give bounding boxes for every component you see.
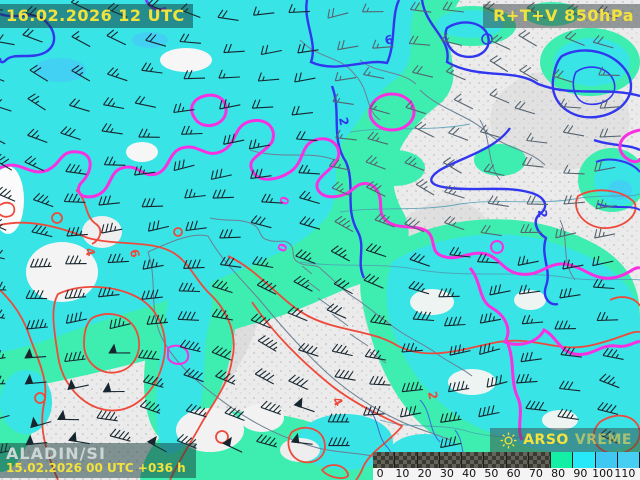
product-title-box: R+T+V 850hPa bbox=[483, 4, 640, 28]
legend-value: 10 bbox=[395, 467, 410, 480]
legend-value: 110 bbox=[614, 467, 636, 480]
legend-value: 20 bbox=[417, 467, 432, 480]
legend-value: 100 bbox=[592, 467, 614, 480]
precip-legend-labels: 0 10 20 30 40 50 60 70 80 90 100 110 bbox=[373, 468, 640, 480]
arso-logo-box: ARSO VREME bbox=[490, 428, 640, 452]
legend-cell bbox=[395, 452, 418, 468]
contour-label: 4 bbox=[82, 246, 98, 258]
legend-value: 90 bbox=[573, 467, 588, 480]
contour-label: 6 bbox=[127, 248, 142, 259]
legend-cell bbox=[462, 452, 485, 468]
model-name-label: ALADIN/SI bbox=[6, 444, 106, 463]
legend-cell bbox=[506, 452, 529, 468]
legend-value: 60 bbox=[506, 467, 521, 480]
valid-time-label: 16.02.2026 12 UTC bbox=[6, 6, 185, 25]
precip-legend-bar bbox=[373, 452, 640, 468]
contour-label: 2 bbox=[425, 390, 440, 401]
valid-time-box: 16.02.2026 12 UTC bbox=[0, 4, 193, 28]
legend-cell bbox=[595, 452, 618, 468]
legend-cell bbox=[573, 452, 596, 468]
arso-suffix-label: VREME bbox=[574, 432, 632, 448]
legend-cell bbox=[417, 452, 440, 468]
legend-value: 0 bbox=[376, 467, 384, 480]
contour-label: 2 bbox=[535, 209, 550, 219]
legend-value: 80 bbox=[551, 467, 566, 480]
legend-cell bbox=[439, 452, 462, 468]
legend-cell bbox=[484, 452, 507, 468]
model-info-box: ALADIN/SI 15.02.2026 00 UTC +036 h bbox=[0, 443, 196, 478]
legend-value: 50 bbox=[484, 467, 499, 480]
arso-brand-label: ARSO bbox=[523, 432, 569, 448]
model-run-label: 15.02.2026 00 UTC +036 h bbox=[6, 461, 186, 475]
cold-isotherm-layer bbox=[0, 0, 640, 306]
legend-value: 40 bbox=[462, 467, 477, 480]
legend-cell bbox=[528, 452, 551, 468]
legend-value: 30 bbox=[439, 467, 454, 480]
legend-value: 70 bbox=[528, 467, 543, 480]
precip-lightblue-layer bbox=[34, 32, 632, 200]
contour-label: 6 bbox=[383, 32, 395, 48]
legend-cell bbox=[373, 452, 396, 468]
sun-icon bbox=[500, 432, 517, 448]
legend-cell bbox=[617, 452, 640, 468]
product-title-label: R+T+V 850hPa bbox=[493, 6, 634, 25]
legend-cell bbox=[551, 452, 574, 468]
contour-label: 2 bbox=[336, 116, 351, 127]
